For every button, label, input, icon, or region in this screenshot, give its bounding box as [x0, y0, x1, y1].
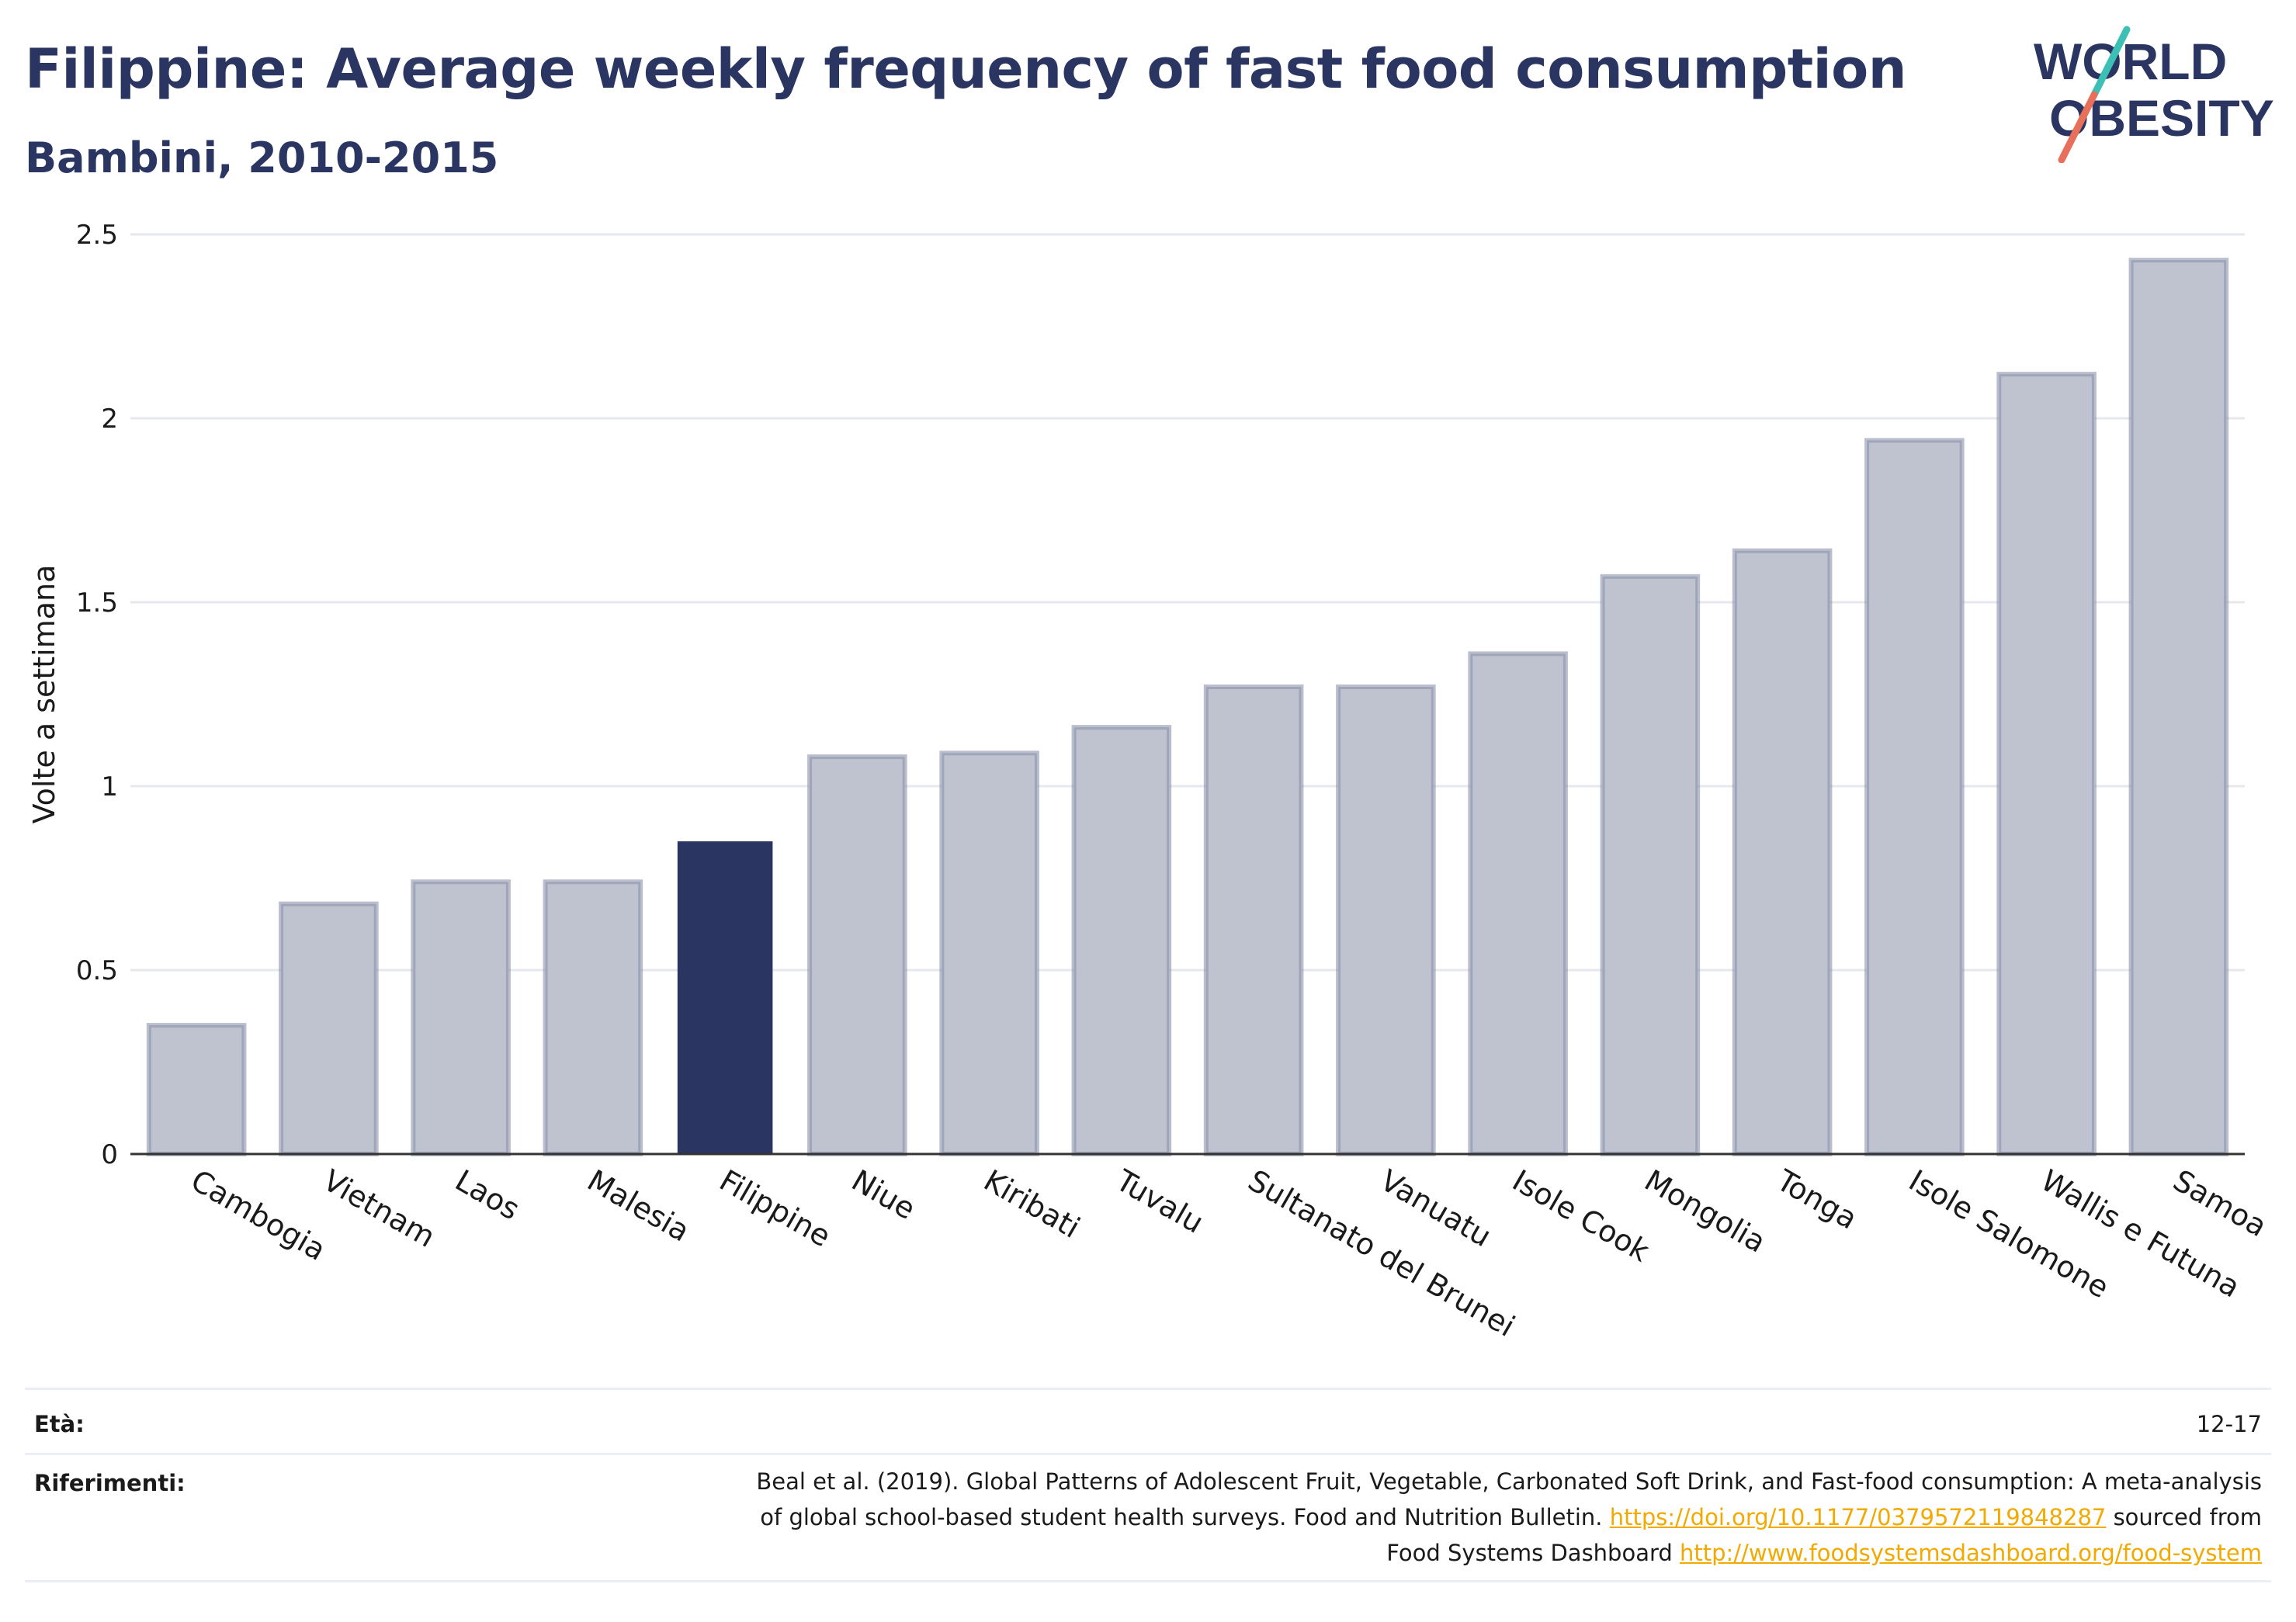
x-tick-label: Isole Cook	[1507, 1163, 1655, 1269]
bar[interactable]	[1732, 548, 1833, 1156]
x-tick-label: Samoa	[2167, 1163, 2272, 1244]
x-tick-label: Laos	[449, 1163, 525, 1227]
y-tick-label: 1	[101, 771, 118, 802]
footer-divider-bottom	[25, 1580, 2271, 1582]
bar[interactable]	[543, 879, 643, 1156]
x-tick-label: Mongolia	[1639, 1163, 1771, 1260]
x-tick-label: Cambogia	[186, 1163, 331, 1267]
bar[interactable]	[1600, 574, 1701, 1156]
chart-subtitle: Bambini, 2010-2015	[25, 133, 499, 182]
logo-word-world: WORLD	[2034, 33, 2227, 90]
logo-slash-coral	[2058, 91, 2098, 163]
food-systems-dashboard-link[interactable]: http://www.foodsystemsdashboard.org/food…	[1680, 1540, 2262, 1566]
bar[interactable]	[939, 750, 1039, 1156]
x-tick-label: Tuvalu	[1110, 1163, 1209, 1240]
logo-slash-teal	[2090, 26, 2131, 99]
bar[interactable]	[1468, 651, 1568, 1156]
y-tick-labels: 0 0.5 1 1.5 2 2.5	[76, 220, 118, 1170]
bar[interactable]	[1864, 438, 1965, 1156]
footer-divider-top	[25, 1388, 2271, 1390]
reference-line-3-text: Food Systems Dashboard	[1386, 1540, 1673, 1566]
bar[interactable]	[2128, 258, 2229, 1156]
x-tick-label: Vietnam	[317, 1163, 441, 1254]
reference-line-2-suffix: sourced from	[2113, 1504, 2262, 1530]
reference-line-1: Beal et al. (2019). Global Patterns of A…	[756, 1468, 2262, 1495]
reference-line-2-text: of global school-based student health su…	[760, 1504, 1603, 1530]
x-tick-label: Niue	[846, 1163, 921, 1226]
references-label: Riferimenti:	[34, 1470, 186, 1496]
footer-divider-middle	[25, 1453, 2271, 1455]
doi-link[interactable]: https://doi.org/10.1177/0379572119848287	[1609, 1504, 2107, 1530]
bar[interactable]	[1336, 684, 1436, 1156]
reference-line-3: Food Systems Dashboard http://www.foodsy…	[756, 1535, 2262, 1571]
logo-word-obesity: OBESITY	[2049, 89, 2274, 147]
x-tick-label: Filippine	[714, 1163, 837, 1254]
x-tick-label: Tonga	[1771, 1163, 1863, 1236]
bar[interactable]	[807, 754, 907, 1157]
y-tick-label: 2	[101, 404, 118, 435]
bar[interactable]	[146, 1023, 247, 1156]
y-tick-label: 0	[101, 1139, 118, 1170]
age-label: Età:	[34, 1411, 85, 1437]
bar[interactable]	[279, 901, 379, 1157]
bar[interactable]	[677, 841, 773, 1154]
chart-title: Filippine: Average weekly frequency of f…	[25, 37, 1907, 101]
age-value: 12-17	[2196, 1411, 2262, 1437]
y-axis-title: Volte a settimana	[27, 565, 61, 824]
references-text: Beal et al. (2019). Global Patterns of A…	[756, 1464, 2262, 1571]
x-tick-label: Kiribati	[978, 1163, 1086, 1245]
y-tick-label: 2.5	[76, 220, 118, 251]
x-tick-label: Malesia	[581, 1163, 695, 1249]
reference-line-2: of global school-based student health su…	[756, 1499, 2262, 1535]
bar[interactable]	[1203, 684, 1304, 1156]
bar[interactable]	[411, 879, 511, 1156]
y-tick-label: 1.5	[76, 587, 118, 619]
y-tick-label: 0.5	[76, 955, 118, 986]
world-obesity-logo: WORLD OBESITY	[2034, 26, 2274, 163]
bar[interactable]	[1071, 725, 1172, 1156]
bars	[146, 258, 2229, 1157]
bar[interactable]	[1996, 372, 2097, 1156]
